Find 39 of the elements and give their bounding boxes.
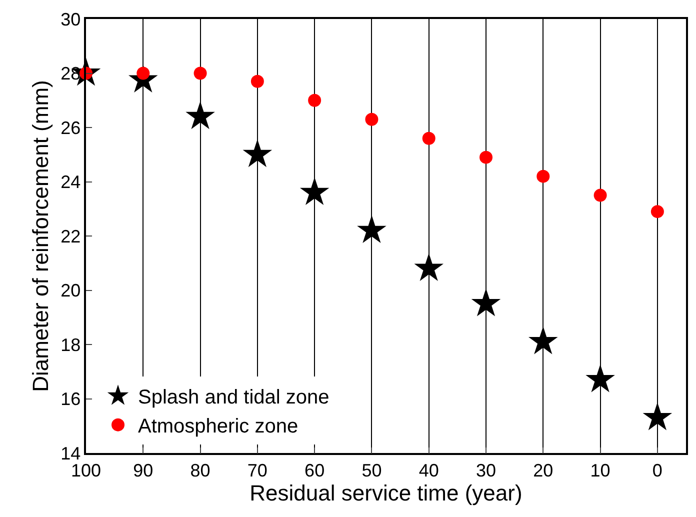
x-tick-label: 10 [590,460,610,480]
y-tick-label: 24 [60,172,81,192]
x-tick-label: 80 [190,460,210,480]
y-tick-label: 26 [60,118,81,138]
point [242,139,272,168]
x-tick-label: 20 [533,460,554,480]
y-tick-label: 18 [60,334,81,355]
point [365,112,378,126]
x-tick-label: 50 [362,460,382,480]
point [528,326,558,354]
x-tick-label: 60 [304,460,325,480]
x-axis-title: Residual service time (year) [250,480,522,506]
point [642,402,672,430]
y-tick-label: 22 [60,226,81,246]
point [422,132,436,145]
legend-label: Atmospheric zone [138,416,298,438]
x-tick-label: 90 [133,460,154,480]
point [586,364,615,392]
point [308,94,322,107]
point [471,288,501,316]
y-tick-label: 20 [60,280,81,301]
point [357,215,386,244]
y-tick-label: 16 [60,389,81,410]
point [186,101,215,130]
point [480,150,492,164]
x-tick-label: 40 [418,460,439,480]
x-tick-label: 30 [476,460,496,480]
point [250,74,264,88]
x-tick-label: 70 [247,460,268,480]
point [300,177,330,206]
x-tick-label: 0 [652,460,662,480]
point [650,205,664,218]
point [536,170,550,183]
y-tick-label: 30 [60,9,81,30]
y-axis-title: Diameter of reinforcement (mm) [28,80,53,392]
point [414,253,444,282]
legend-label: Splash and tidal zone [138,386,330,409]
point [594,188,607,202]
point [194,66,207,80]
